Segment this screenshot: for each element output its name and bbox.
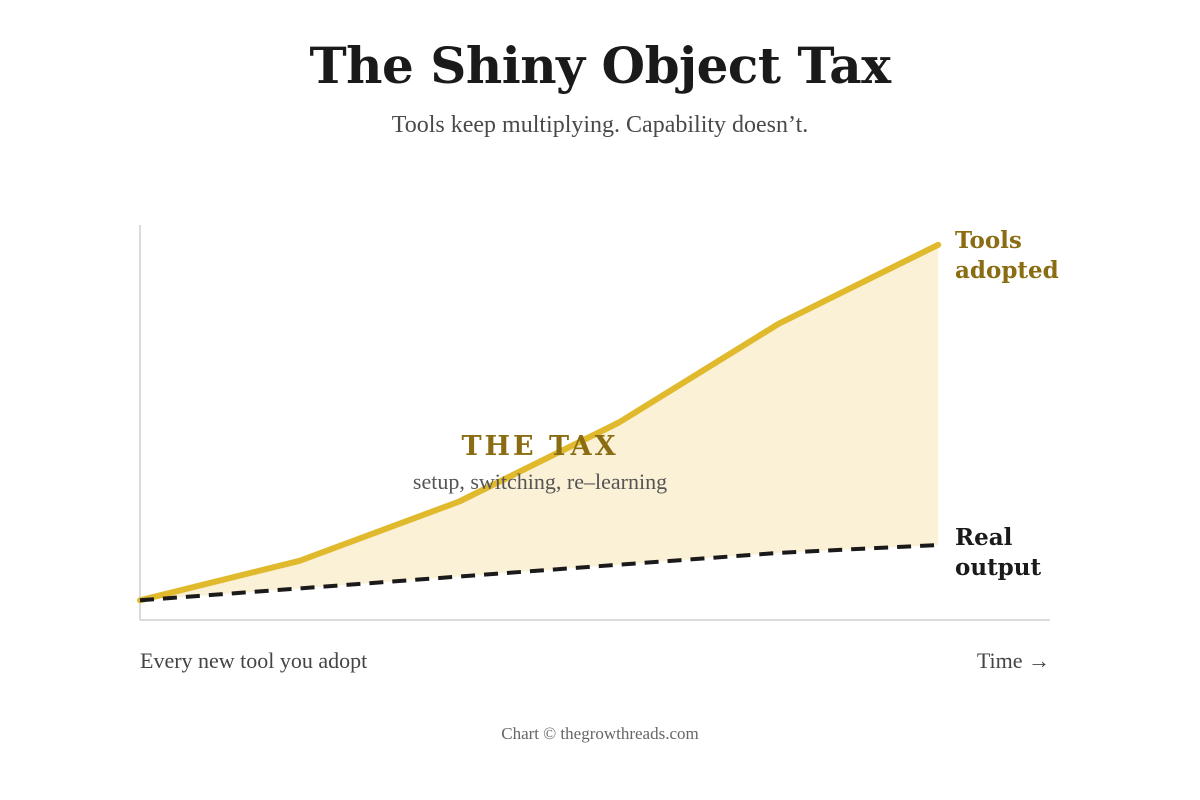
x-axis-label-left: Every new tool you adopt: [140, 648, 367, 673]
series-output-line: [139, 543, 939, 603]
series-tools-line: [137, 241, 942, 604]
series-label-output-line2: output: [955, 554, 1041, 581]
x-axis-label-right: Time →: [977, 648, 1050, 673]
annotation-tax-sub: setup, switching, re–learning: [413, 469, 667, 494]
chart-title: The Shiny Object Tax: [309, 36, 891, 95]
series-label-output: Real output: [955, 524, 1041, 581]
series-label-output-line1: Real: [955, 524, 1013, 551]
tax-area: [140, 244, 939, 601]
chart-subtitle: Tools keep multiplying. Capability doesn…: [391, 112, 809, 138]
series-label-tools-line2: adopted: [955, 257, 1059, 284]
series-label-tools: Tools adopted: [955, 227, 1059, 284]
annotation-tax: THE TAX: [461, 431, 618, 462]
chart-credit: Chart © thegrowthreads.com: [501, 724, 699, 743]
series-label-tools-line1: Tools: [955, 227, 1022, 254]
